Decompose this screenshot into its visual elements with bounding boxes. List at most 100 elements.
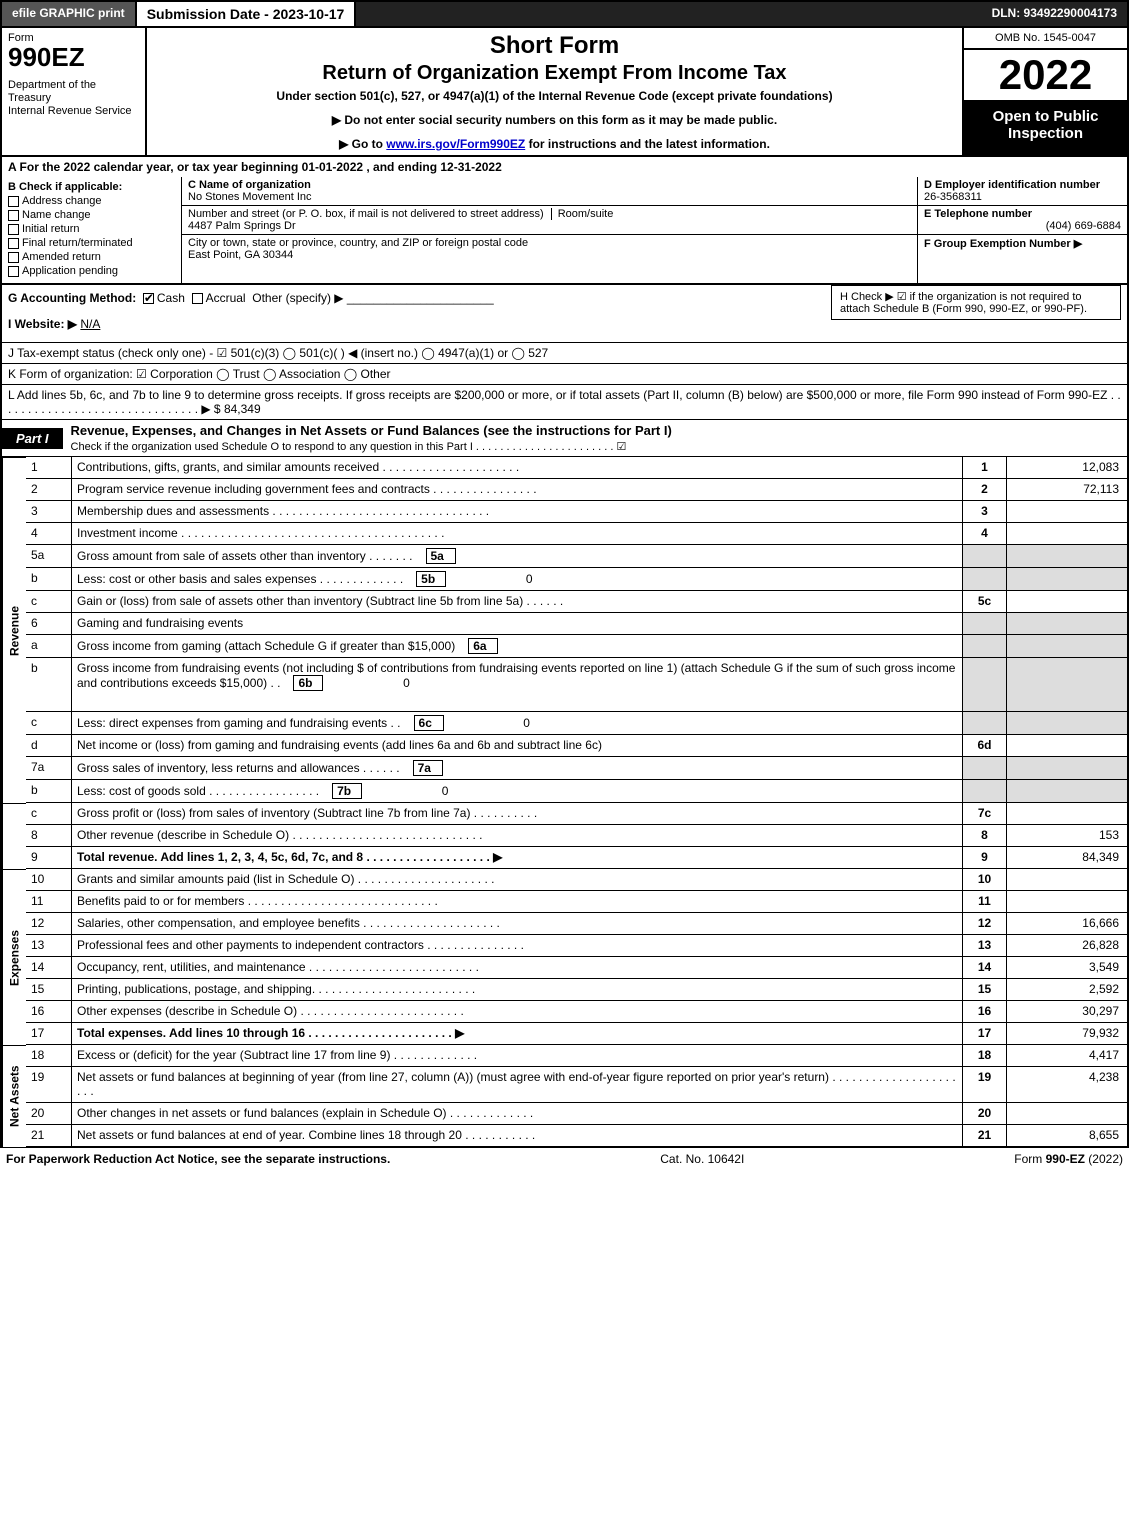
row-amount-shade [1007,568,1127,591]
check-final-return[interactable]: Final return/terminated [8,237,175,249]
row-num: 6 [26,613,72,635]
city-label: City or town, state or province, country… [188,237,528,249]
row-desc: Gain or (loss) from sale of assets other… [72,591,963,613]
city-state-zip: East Point, GA 30344 [188,249,293,261]
vlabel-expenses: Expenses [2,869,26,1045]
b-label: B Check if applicable: [8,181,175,193]
c-label: C Name of organization [188,179,311,191]
i-label: I Website: ▶ [8,317,77,331]
row-amount [1007,869,1127,891]
row-desc: Professional fees and other payments to … [72,935,963,957]
row-num: 4 [26,523,72,545]
row-rnum: 14 [963,957,1007,979]
title-short-form: Short Form [153,32,956,60]
row-num: d [26,735,72,757]
row-num: 1 [26,457,72,479]
row-desc: Gross income from fundraising events (no… [72,658,963,712]
row-desc: Less: cost or other basis and sales expe… [72,568,963,591]
row-num: b [26,780,72,803]
header-right: OMB No. 1545-0047 2022 Open to Public In… [962,28,1127,155]
row-rnum-shade [963,712,1007,735]
row-rnum: 7c [963,803,1007,825]
row-amount [1007,501,1127,523]
row-rnum-shade [963,780,1007,803]
row-amount: 153 [1007,825,1127,847]
row-amount: 3,549 [1007,957,1127,979]
check-application-pending[interactable]: Application pending [8,265,175,277]
check-accrual[interactable] [192,293,203,304]
row-amount [1007,803,1127,825]
row-rnum: 12 [963,913,1007,935]
row-amount: 8,655 [1007,1125,1127,1147]
row-num: 17 [26,1023,72,1045]
row-rnum: 9 [963,847,1007,869]
check-initial-return[interactable]: Initial return [8,223,175,235]
check-name-change[interactable]: Name change [8,209,175,221]
row-desc: Gross income from gaming (attach Schedul… [72,635,963,658]
row-desc: Investment income . . . . . . . . . . . … [72,523,963,545]
row-num: 5a [26,545,72,568]
section-d-e-f: D Employer identification number 26-3568… [917,177,1127,283]
row-amount: 4,238 [1007,1067,1127,1103]
row-amount: 16,666 [1007,913,1127,935]
vlabel-revenue-cont [2,803,26,869]
g-label: G Accounting Method: [8,291,136,305]
row-amount: 26,828 [1007,935,1127,957]
row-amount [1007,1103,1127,1125]
row-desc: Net assets or fund balances at beginning… [72,1067,963,1103]
row-rnum: 17 [963,1023,1007,1045]
row-rnum: 6d [963,735,1007,757]
dln-number: DLN: 93492290004173 [982,2,1127,26]
row-amount [1007,591,1127,613]
phone-value: (404) 669-6884 [924,220,1121,232]
form-header: Form 990EZ Department of the Treasury In… [0,28,1129,157]
footer-catno: Cat. No. 10642I [660,1152,744,1166]
d-label: D Employer identification number [924,179,1100,191]
addr-label: Number and street (or P. O. box, if mail… [188,208,544,220]
title-return: Return of Organization Exempt From Incom… [153,62,956,85]
row-amount-shade [1007,613,1127,635]
irs-link[interactable]: www.irs.gov/Form990EZ [386,137,525,151]
row-rnum: 8 [963,825,1007,847]
row-num: 12 [26,913,72,935]
submission-date: Submission Date - 2023-10-17 [137,2,357,26]
g-other-label: Other (specify) ▶ [252,291,343,305]
row-desc: Net income or (loss) from gaming and fun… [72,735,963,757]
row-amount: 72,113 [1007,479,1127,501]
check-cash[interactable] [143,293,154,304]
omb-number: OMB No. 1545-0047 [964,28,1127,50]
row-desc: Less: direct expenses from gaming and fu… [72,712,963,735]
f-label: F Group Exemption Number ▶ [924,238,1082,250]
instr-post: for instructions and the latest informat… [525,137,770,151]
footer-paperwork: For Paperwork Reduction Act Notice, see … [6,1152,390,1166]
row-amount: 4,417 [1007,1045,1127,1067]
section-c-org-info: C Name of organization No Stones Movemen… [182,177,917,283]
row-desc: Contributions, gifts, grants, and simila… [72,457,963,479]
form-number: 990EZ [8,42,139,73]
row-desc: Other revenue (describe in Schedule O) .… [72,825,963,847]
efile-print-button[interactable]: efile GRAPHIC print [2,2,137,26]
row-num: 20 [26,1103,72,1125]
check-address-change[interactable]: Address change [8,195,175,207]
instruction-goto: ▶ Go to www.irs.gov/Form990EZ for instru… [153,137,956,151]
row-num: 8 [26,825,72,847]
row-rnum: 3 [963,501,1007,523]
row-amount: 84,349 [1007,847,1127,869]
line-l-gross-receipts: L Add lines 5b, 6c, and 7b to line 9 to … [0,385,1129,420]
part1-header: Part I Revenue, Expenses, and Changes in… [0,420,1129,457]
row-amount-shade [1007,757,1127,780]
row-rnum: 2 [963,479,1007,501]
row-desc: Gross sales of inventory, less returns a… [72,757,963,780]
page-footer: For Paperwork Reduction Act Notice, see … [0,1147,1129,1170]
part1-badge: Part I [2,428,63,449]
row-rnum: 16 [963,1001,1007,1023]
row-rnum: 1 [963,457,1007,479]
row-desc: Program service revenue including govern… [72,479,963,501]
footer-formref: Form 990-EZ (2022) [1014,1152,1123,1166]
vlabel-revenue: Revenue [2,457,26,803]
check-amended-return[interactable]: Amended return [8,251,175,263]
row-num: 16 [26,1001,72,1023]
top-bar: efile GRAPHIC print Submission Date - 20… [0,0,1129,28]
row-rnum: 21 [963,1125,1007,1147]
row-num: 10 [26,869,72,891]
